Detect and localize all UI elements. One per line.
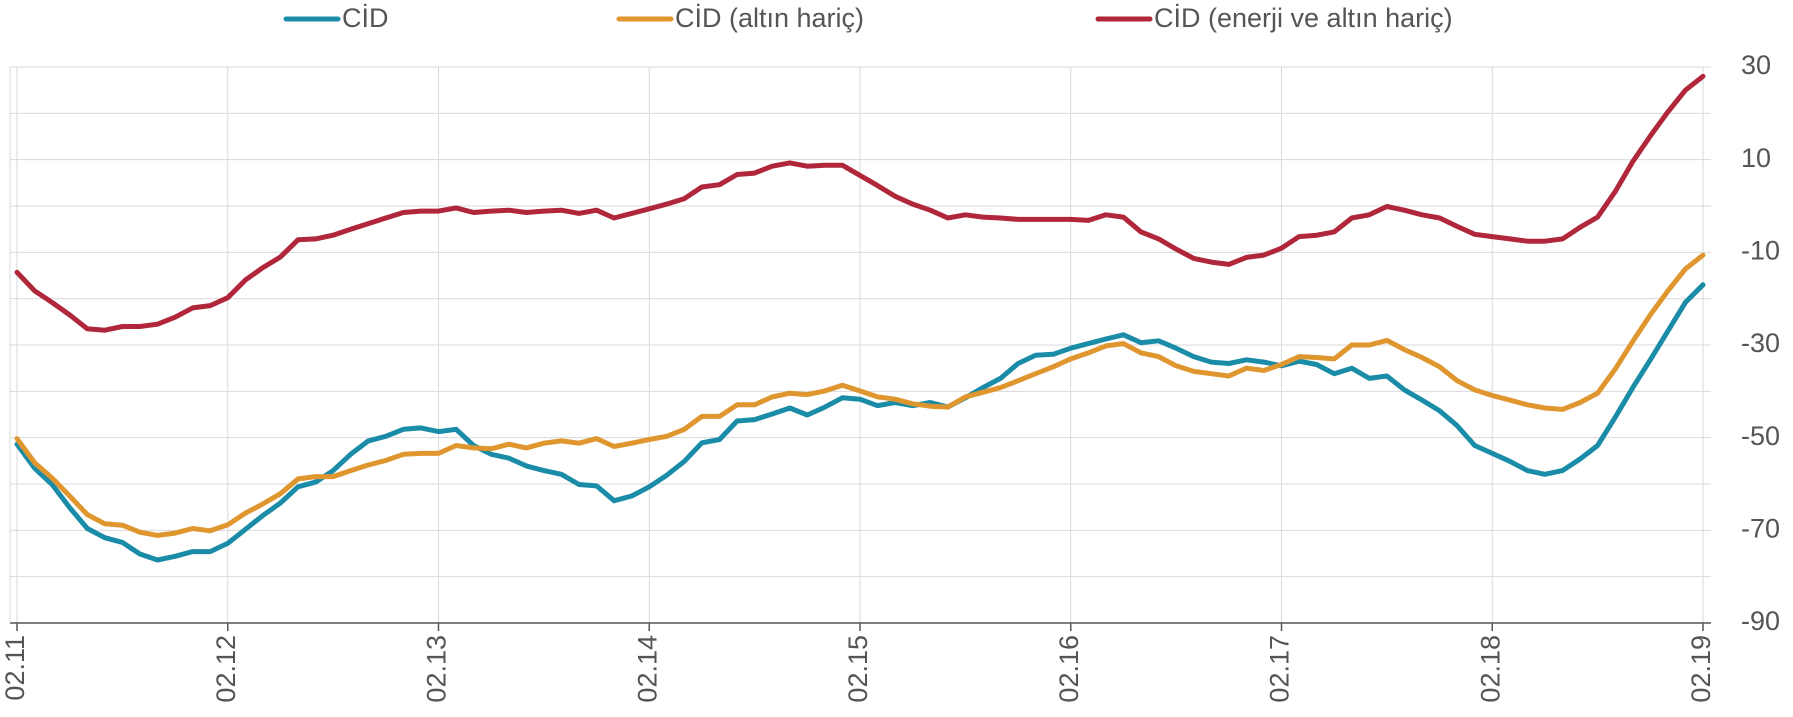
y-tick-label: 30 (1741, 50, 1771, 80)
y-tick-label: -70 (1741, 513, 1780, 543)
legend-label: CİD (342, 2, 389, 33)
x-tick-label: 02.19 (1686, 635, 1716, 703)
x-tick-label: 02.14 (632, 635, 662, 703)
x-tick-label: 02.15 (843, 635, 873, 703)
x-tick-label: 02.18 (1475, 635, 1505, 703)
legend-label: CİD (enerji ve altın hariç) (1154, 2, 1453, 33)
x-tick-label: 02.17 (1265, 635, 1295, 703)
y-tick-label: -10 (1741, 235, 1780, 265)
x-tick-label: 02.11 (0, 635, 30, 701)
y-tick-label: -90 (1741, 606, 1780, 636)
x-tick-label: 02.13 (422, 635, 452, 703)
y-tick-label: -50 (1741, 421, 1780, 451)
x-tick-label: 02.16 (1054, 635, 1084, 703)
x-tick-label: 02.12 (211, 635, 241, 703)
y-tick-label: 10 (1741, 143, 1771, 173)
line-series (14, 282, 1706, 563)
line-series (14, 73, 1706, 333)
legend-label: CİD (altın hariç) (675, 2, 864, 33)
line-series (14, 252, 1706, 538)
y-tick-label: -30 (1741, 328, 1780, 358)
